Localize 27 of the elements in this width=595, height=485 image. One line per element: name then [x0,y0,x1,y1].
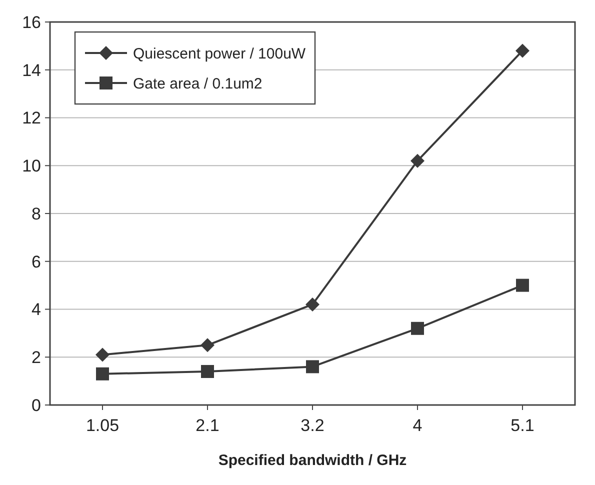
x-axis-title: Specified bandwidth / GHz [218,452,407,469]
point [516,44,530,58]
x-tick-label: 2.1 [196,416,220,435]
y-tick-label: 2 [32,348,41,368]
y-tick-label: 4 [32,300,41,320]
point [516,278,529,292]
y-tick-label: 12 [22,108,41,128]
legend-label: Gate area / 0.1um2 [133,75,262,92]
y-tick-label: 10 [22,156,41,176]
x-tick-label: 4 [412,416,422,435]
legend-label: Quiescent power / 100uW [133,45,306,62]
point [306,297,320,312]
point [306,360,319,374]
x-tick-label: 5.1 [510,416,534,435]
point [410,154,424,168]
point [200,338,214,352]
y-tick-label: 16 [22,12,41,32]
point [96,348,110,362]
x-tick-label: 3.2 [300,416,324,435]
y-tick-label: 0 [32,396,41,415]
point [201,364,214,378]
x-tick-label: 1.05 [86,416,120,435]
y-tick-label: 8 [32,204,41,224]
y-tick-label: 14 [22,60,41,80]
y-tick-label: 6 [32,252,41,272]
point [96,367,109,380]
point [411,322,424,335]
